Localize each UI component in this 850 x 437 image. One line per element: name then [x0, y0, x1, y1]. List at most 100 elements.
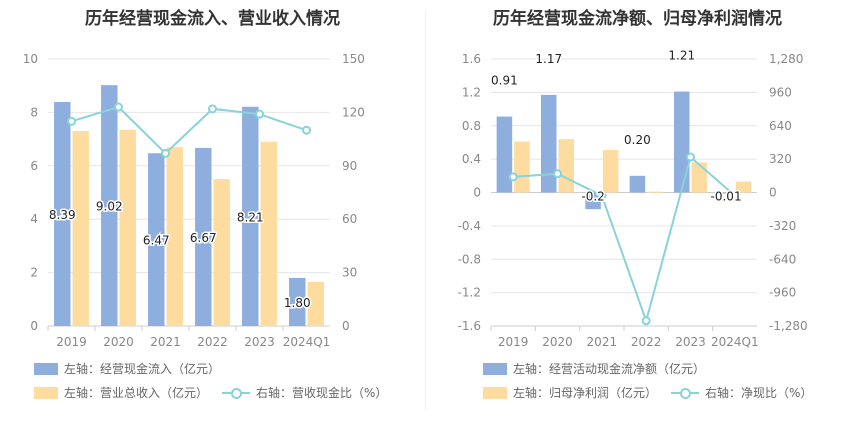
right-legend-row-2: 左轴：归母净利润（亿元） 右轴：净现比（%） [483, 384, 812, 401]
line-point [208, 104, 217, 114]
bar-series-2 [307, 281, 324, 326]
left-chart: 0 2 4 6 8 10 0 30 60 90 120 150 2019 2020 2021 2022 2023… [23, 52, 365, 349]
left-tick-label: 8 [30, 105, 38, 119]
bar-series-2 [72, 131, 89, 326]
left-chart-title: 历年经营现金流入、营业收入情况 [85, 9, 340, 29]
left-tick-label: 0.8 [462, 119, 481, 133]
left-tick-label: 4 [30, 212, 38, 226]
line-point [302, 125, 311, 135]
bar-series-1 [242, 106, 259, 326]
bar-series-2 [213, 179, 230, 326]
left-tick-label: 1.2 [462, 85, 481, 99]
bar-series-2 [647, 191, 663, 193]
x-tick-label: 2019 [498, 335, 529, 349]
legend-label-ratio: 右轴：营收现金比（%） [256, 386, 388, 400]
x-tick-label: 2024Q1 [711, 335, 759, 349]
bar-series-1 [289, 277, 306, 326]
bar-data-label: -0.2 [581, 190, 604, 204]
right-tick-label: -960 [769, 286, 796, 300]
bar-series-1 [629, 175, 646, 193]
bar-data-label: 1.21 [668, 49, 695, 63]
bar-series-1 [673, 91, 690, 193]
line-point [114, 102, 123, 112]
legend-label-net-cash: 左轴：经营活动现金流净额（亿元） [513, 362, 706, 376]
bar-series-2 [602, 149, 619, 193]
bar-series-1 [148, 153, 165, 326]
line-point [641, 316, 651, 326]
bar-series-1 [585, 192, 601, 210]
x-tick-label: 2020 [103, 335, 134, 349]
line-point [597, 191, 607, 201]
left-tick-label: 0 [473, 186, 481, 200]
right-tick-label: 320 [769, 152, 792, 166]
left-tick-label: -0.4 [458, 219, 481, 233]
left-tick-label: -1.2 [458, 286, 481, 300]
left-tick-label: 0 [30, 319, 38, 333]
left-tick-label: -1.6 [458, 319, 481, 333]
line-point [255, 109, 264, 119]
legend-label-revenue: 左轴：营业总收入（亿元） [64, 386, 209, 400]
left-tick-label: 1.6 [462, 52, 481, 66]
bar-series-2 [166, 147, 183, 326]
bar-data-label: 8.21 [237, 210, 264, 224]
right-chart-panel: -1.6 -1.2 -0.8 -0.4 0 0.4 0.8 1.2 1.6 -1,280 -960 -… [425, 0, 850, 437]
right-tick-label: 0 [342, 319, 350, 333]
bar-data-label: -0.01 [711, 190, 742, 204]
left-tick-label: 2 [30, 266, 38, 280]
right-tick-label: 60 [342, 212, 357, 226]
bar-series-2 [558, 139, 575, 193]
legend-swatch-revenue [34, 386, 58, 399]
x-tick-label: 2023 [244, 335, 275, 349]
line-point [730, 191, 740, 201]
x-tick-label: 2022 [197, 335, 228, 349]
right-chart: -1.6 -1.2 -0.8 -0.4 0 0.4 0.8 1.2 1.6 -1,280 -960 -… [458, 47, 808, 349]
line-point [67, 116, 76, 126]
bar-data-label: 6.47 [143, 234, 170, 248]
x-tick-label: 2019 [56, 335, 87, 349]
right-tick-label: 640 [769, 119, 792, 133]
bar-data-label: 8.39 [49, 208, 76, 222]
x-tick-label: 2024Q1 [283, 335, 331, 349]
bar-series-2 [119, 129, 136, 326]
right-tick-label: -320 [769, 219, 796, 233]
right-tick-label: -640 [769, 252, 796, 266]
x-tick-label: 2021 [150, 335, 181, 349]
line-point [161, 148, 170, 158]
x-tick-label: 2021 [587, 335, 618, 349]
legend-swatch-ratio-icon [222, 387, 251, 399]
bar-series-2 [691, 162, 708, 193]
legend-swatch-net-profit [483, 386, 507, 399]
bar-series-1 [496, 116, 513, 193]
bar-data-label: 0.20 [624, 133, 651, 147]
line-series [513, 155, 736, 325]
legend-swatch-net-cash [483, 362, 507, 375]
bar-series-1 [718, 192, 734, 194]
bar-series-1 [540, 94, 557, 193]
legend-label-net-ratio: 右轴：净现比（%） [705, 386, 813, 400]
left-chart-panel: 0 2 4 6 8 10 0 30 60 90 120 150 2019 2020 2021 2022 2023… [23, 9, 388, 401]
legend-swatch-net-ratio-icon [671, 387, 700, 399]
left-tick-label: -0.8 [458, 252, 481, 266]
right-legend-row-1: 左轴：经营活动现金流净额（亿元） [483, 360, 705, 377]
bar-series-1 [195, 147, 212, 326]
bar-data-label: 6.67 [190, 231, 217, 245]
left-legend-row-1: 左轴：经营现金流入（亿元） [34, 360, 220, 377]
legend-label-net-profit: 左轴：归母净利润（亿元） [513, 386, 658, 400]
panel-divider [425, 10, 426, 410]
right-tick-label: 30 [342, 266, 357, 280]
right-tick-label: 960 [769, 85, 792, 99]
bar-data-label: 0.91 [491, 74, 518, 88]
line-point [553, 169, 562, 179]
bar-series-1 [54, 101, 71, 326]
left-tick-label: 0.4 [462, 152, 481, 166]
bar-series-2 [514, 141, 530, 193]
right-tick-label: 0 [769, 186, 777, 200]
bar-data-label: 1.17 [535, 52, 562, 66]
x-tick-label: 2023 [675, 335, 706, 349]
right-chart-title: 历年经营现金流净额、归母净利润情况 [493, 9, 782, 29]
bar-data-label: 9.02 [96, 200, 123, 214]
left-tick-label: 6 [30, 159, 38, 173]
left-legend-row-2: 左轴：营业总收入（亿元） 右轴：营收现金比（%） [34, 384, 387, 401]
bar-data-label: 1.80 [284, 296, 311, 310]
bar-series-1 [101, 85, 118, 326]
